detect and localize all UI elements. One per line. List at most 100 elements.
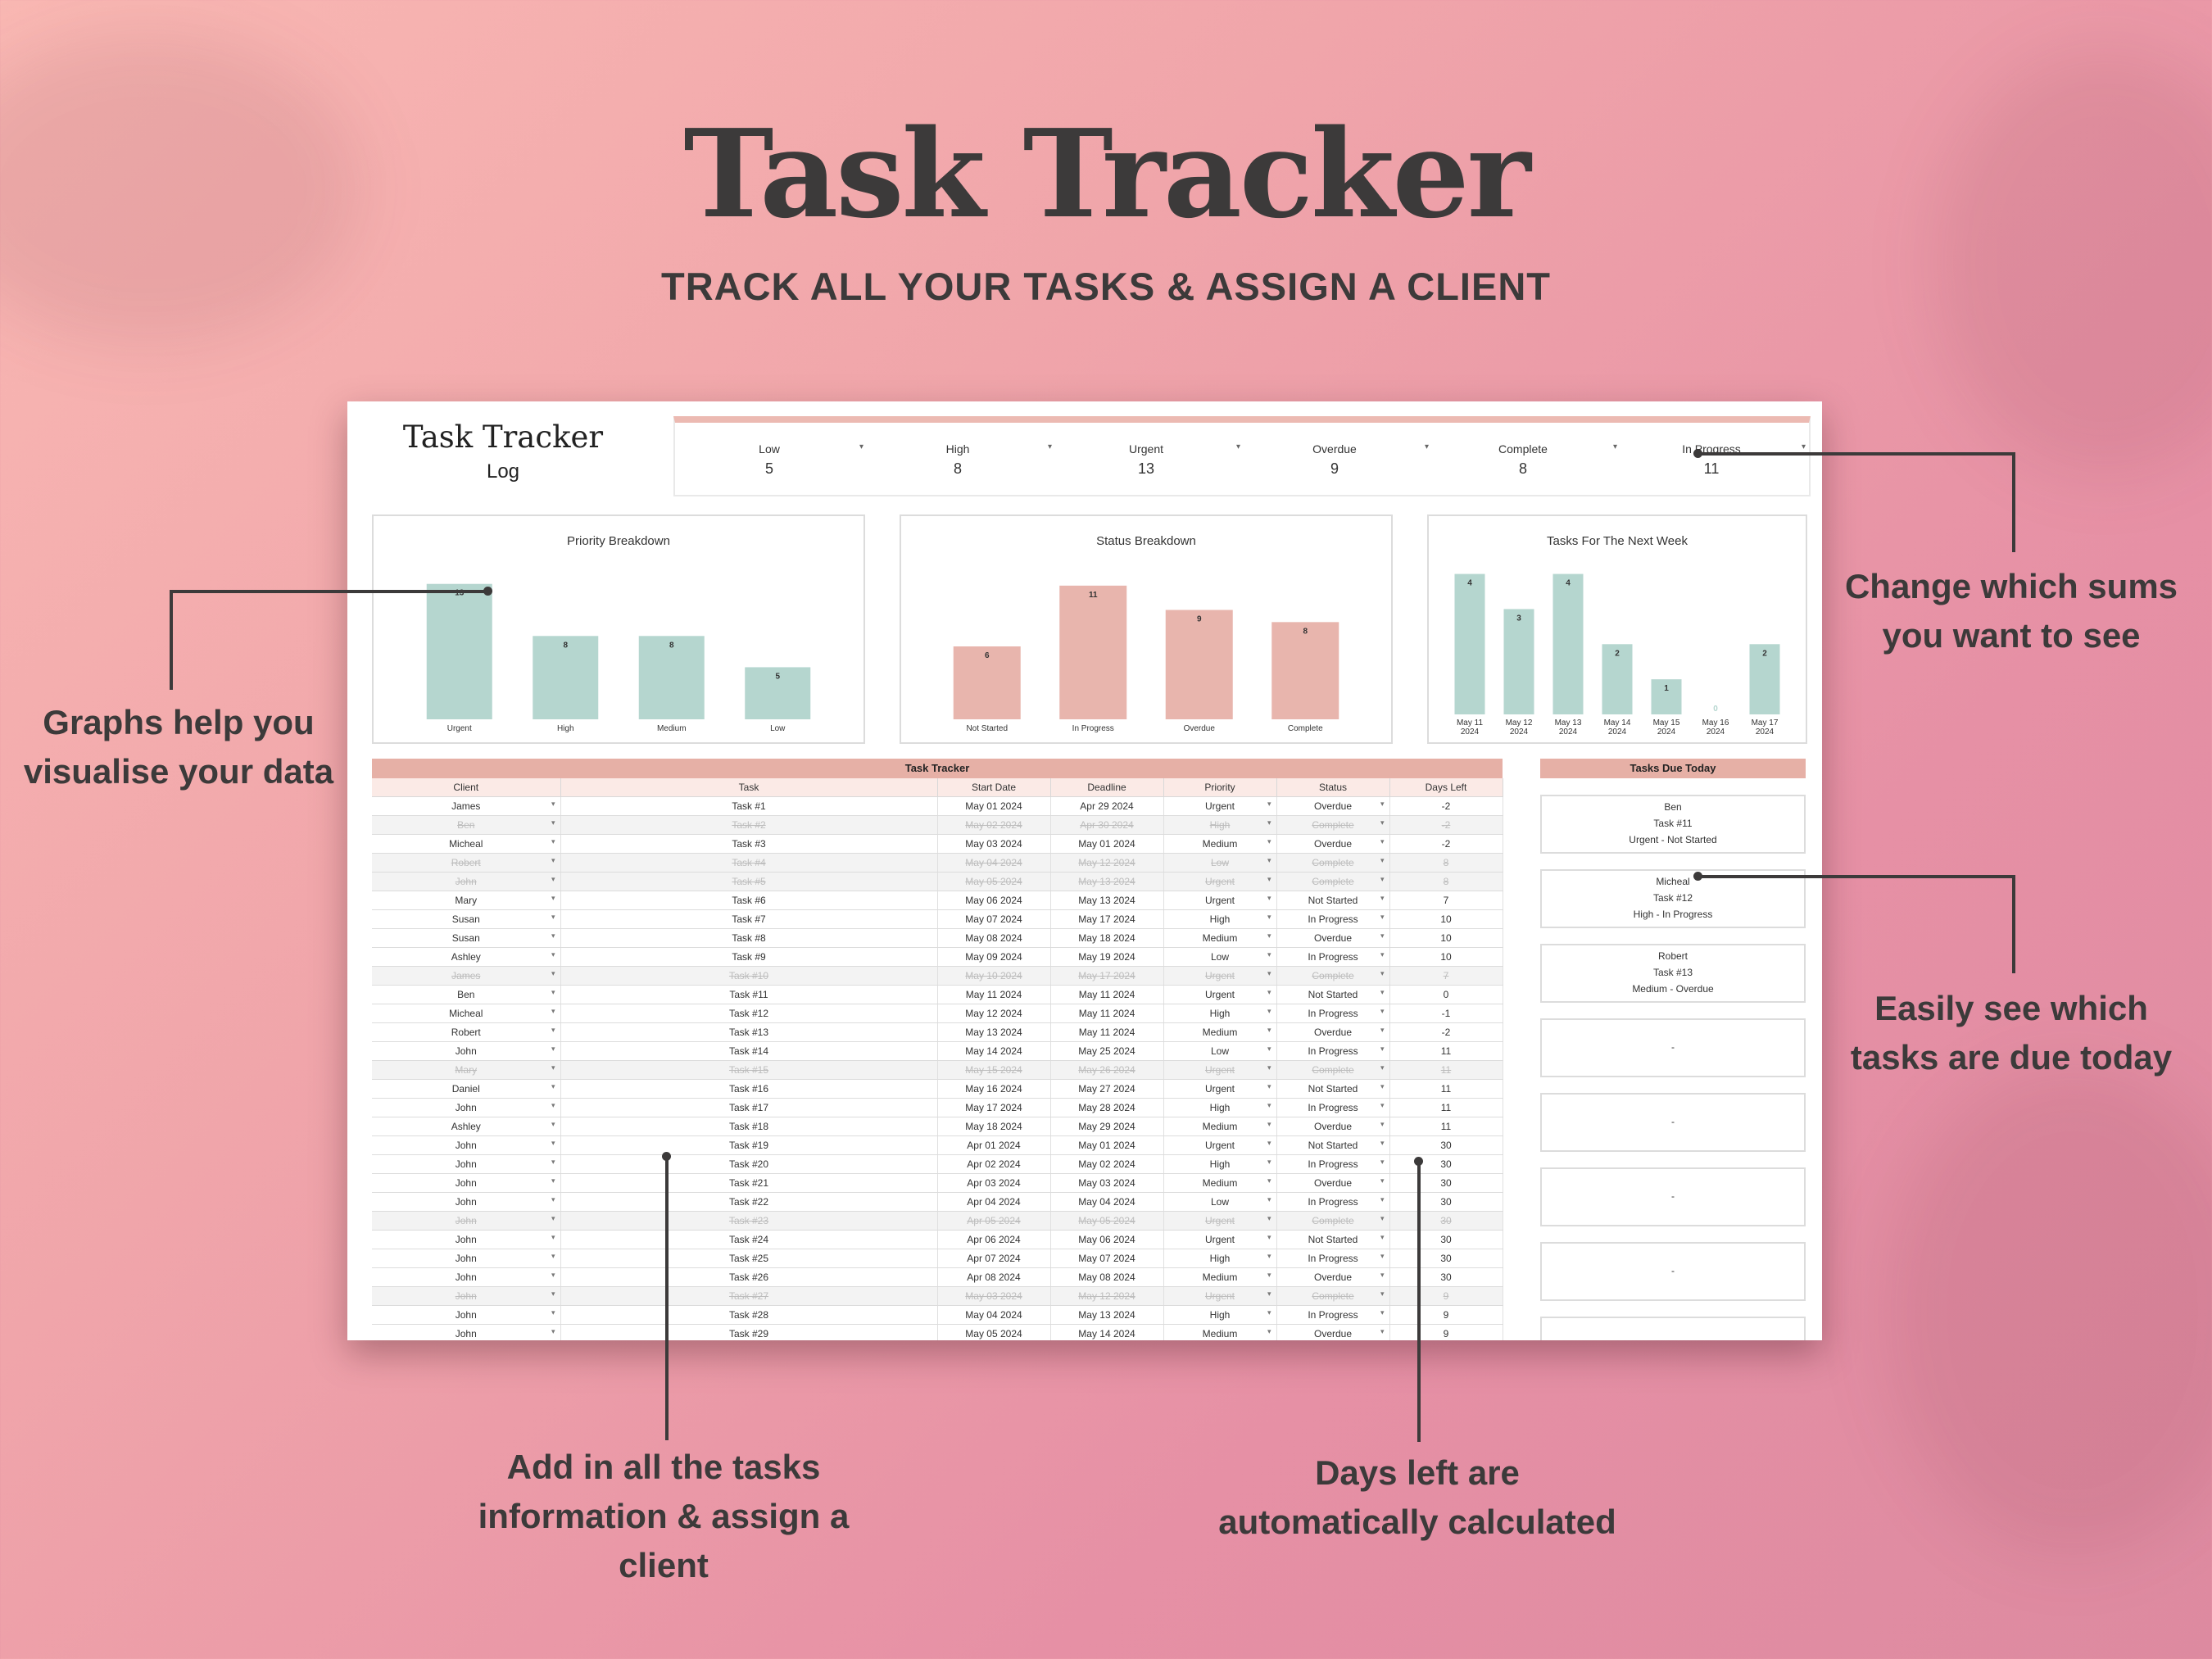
cell-client[interactable]: Ben <box>372 985 561 1004</box>
cell-priority[interactable]: Medium <box>1163 834 1277 854</box>
cell-client[interactable]: John <box>372 1154 561 1174</box>
cell-status[interactable]: Not Started <box>1276 1135 1390 1155</box>
cell-start-date[interactable]: May 09 2024 <box>937 947 1051 967</box>
cell-start-date[interactable]: May 11 2024 <box>937 985 1051 1004</box>
cell-client[interactable]: John <box>372 1249 561 1268</box>
cell-start-date[interactable]: May 13 2024 <box>937 1022 1051 1042</box>
cell-client[interactable]: Ashley <box>372 947 561 967</box>
cell-days-left[interactable]: -2 <box>1389 796 1503 816</box>
cell-days-left[interactable]: -2 <box>1389 834 1503 854</box>
cell-task[interactable]: Task #20 <box>560 1154 938 1174</box>
cell-task[interactable]: Task #23 <box>560 1211 938 1231</box>
cell-status[interactable]: Not Started <box>1276 985 1390 1004</box>
cell-deadline[interactable]: May 11 2024 <box>1050 1004 1164 1023</box>
cell-priority[interactable]: Medium <box>1163 1022 1277 1042</box>
cell-start-date[interactable]: Apr 04 2024 <box>937 1192 1051 1212</box>
cell-days-left[interactable]: 9 <box>1389 1324 1503 1340</box>
kpi-complete[interactable]: Complete 8 ▾ <box>1429 431 1617 480</box>
cell-priority[interactable]: High <box>1163 1098 1277 1117</box>
cell-days-left[interactable]: 30 <box>1389 1249 1503 1268</box>
cell-deadline[interactable]: Apr 30 2024 <box>1050 815 1164 835</box>
cell-days-left[interactable]: 10 <box>1389 947 1503 967</box>
cell-start-date[interactable]: Apr 07 2024 <box>937 1249 1051 1268</box>
cell-status[interactable]: Complete <box>1276 1211 1390 1231</box>
cell-priority[interactable]: Low <box>1163 947 1277 967</box>
dropdown-caret-icon[interactable]: ▾ <box>1047 442 1052 451</box>
cell-client[interactable]: John <box>372 1098 561 1117</box>
cell-client[interactable]: John <box>372 1192 561 1212</box>
cell-task[interactable]: Task #19 <box>560 1135 938 1155</box>
cell-start-date[interactable]: Apr 05 2024 <box>937 1211 1051 1231</box>
cell-deadline[interactable]: May 25 2024 <box>1050 1041 1164 1061</box>
cell-status[interactable]: In Progress <box>1276 1305 1390 1325</box>
cell-days-left[interactable]: 30 <box>1389 1230 1503 1249</box>
cell-priority[interactable]: Urgent <box>1163 872 1277 891</box>
cell-task[interactable]: Task #2 <box>560 815 938 835</box>
cell-status[interactable]: Complete <box>1276 1060 1390 1080</box>
cell-status[interactable]: Overdue <box>1276 928 1390 948</box>
cell-status[interactable]: Complete <box>1276 872 1390 891</box>
cell-priority[interactable]: Medium <box>1163 1173 1277 1193</box>
cell-deadline[interactable]: May 06 2024 <box>1050 1230 1164 1249</box>
cell-status[interactable]: Overdue <box>1276 1267 1390 1287</box>
cell-client[interactable]: Robert <box>372 853 561 873</box>
cell-client[interactable]: Robert <box>372 1022 561 1042</box>
cell-deadline[interactable]: May 01 2024 <box>1050 834 1164 854</box>
cell-priority[interactable]: Urgent <box>1163 966 1277 986</box>
cell-task[interactable]: Task #15 <box>560 1060 938 1080</box>
cell-start-date[interactable]: May 03 2024 <box>937 1286 1051 1306</box>
cell-start-date[interactable]: Apr 06 2024 <box>937 1230 1051 1249</box>
cell-priority[interactable]: High <box>1163 815 1277 835</box>
cell-client[interactable]: John <box>372 1324 561 1340</box>
cell-deadline[interactable]: May 18 2024 <box>1050 928 1164 948</box>
cell-priority[interactable]: Low <box>1163 853 1277 873</box>
cell-client[interactable]: Ben <box>372 815 561 835</box>
cell-start-date[interactable]: May 01 2024 <box>937 796 1051 816</box>
cell-client[interactable]: James <box>372 966 561 986</box>
cell-days-left[interactable]: 10 <box>1389 928 1503 948</box>
cell-days-left[interactable]: 30 <box>1389 1135 1503 1155</box>
cell-status[interactable]: Overdue <box>1276 834 1390 854</box>
dropdown-caret-icon[interactable]: ▾ <box>1612 442 1617 451</box>
cell-priority[interactable]: High <box>1163 1249 1277 1268</box>
cell-deadline[interactable]: May 12 2024 <box>1050 1286 1164 1306</box>
cell-task[interactable]: Task #7 <box>560 909 938 929</box>
cell-start-date[interactable]: May 14 2024 <box>937 1041 1051 1061</box>
cell-priority[interactable]: High <box>1163 1004 1277 1023</box>
cell-priority[interactable]: Low <box>1163 1192 1277 1212</box>
cell-priority[interactable]: Urgent <box>1163 1135 1277 1155</box>
cell-days-left[interactable]: 10 <box>1389 909 1503 929</box>
cell-priority[interactable]: Urgent <box>1163 1286 1277 1306</box>
cell-status[interactable]: Overdue <box>1276 1117 1390 1136</box>
cell-start-date[interactable]: May 07 2024 <box>937 909 1051 929</box>
cell-task[interactable]: Task #28 <box>560 1305 938 1325</box>
cell-start-date[interactable]: May 03 2024 <box>937 834 1051 854</box>
cell-priority[interactable]: Medium <box>1163 1267 1277 1287</box>
cell-deadline[interactable]: May 13 2024 <box>1050 1305 1164 1325</box>
kpi-low[interactable]: Low 5 ▾ <box>675 431 863 480</box>
cell-task[interactable]: Task #8 <box>560 928 938 948</box>
cell-deadline[interactable]: May 05 2024 <box>1050 1211 1164 1231</box>
cell-days-left[interactable]: 11 <box>1389 1041 1503 1061</box>
cell-client[interactable]: Mary <box>372 1060 561 1080</box>
cell-days-left[interactable]: 11 <box>1389 1060 1503 1080</box>
cell-client[interactable]: John <box>372 1041 561 1061</box>
cell-status[interactable]: In Progress <box>1276 947 1390 967</box>
cell-status[interactable]: Not Started <box>1276 1079 1390 1099</box>
cell-status[interactable]: In Progress <box>1276 909 1390 929</box>
